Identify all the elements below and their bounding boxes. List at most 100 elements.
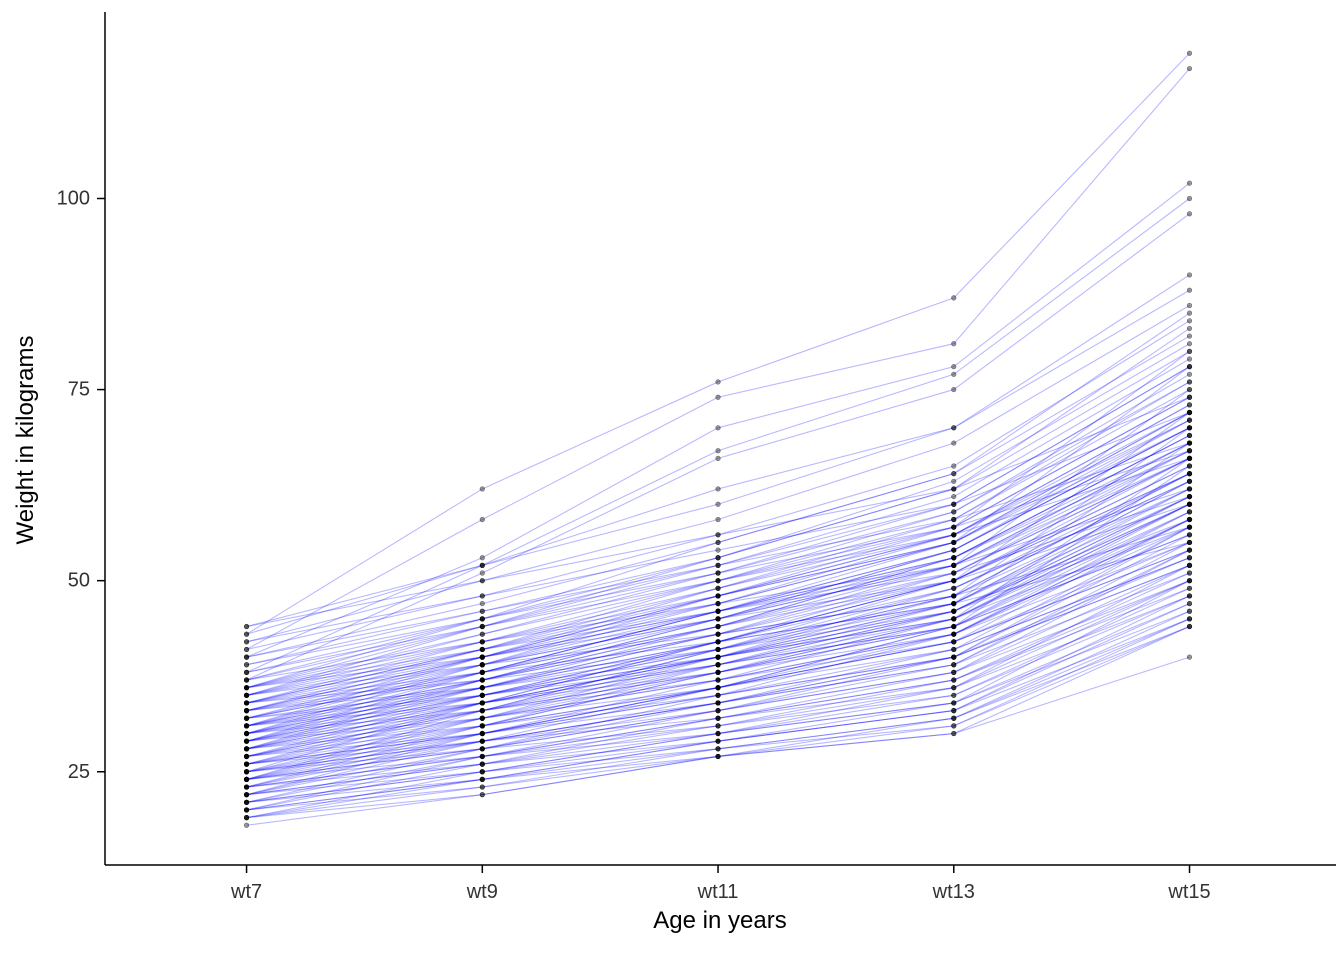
trajectory-line (246, 450, 1190, 696)
data-point (1186, 417, 1193, 423)
data-point (951, 654, 957, 660)
data-point (1186, 524, 1193, 530)
data-point (479, 631, 485, 637)
trajectory-line (246, 572, 1190, 811)
x-tick-label: wt13 (932, 881, 975, 903)
trajectory-line (246, 564, 1190, 796)
trajectory-line (246, 457, 1190, 735)
trajectory-line (246, 396, 1190, 628)
data-point (951, 501, 957, 507)
data-point (1186, 333, 1193, 339)
data-point (479, 516, 485, 523)
trajectory-line (246, 320, 1190, 650)
data-point (715, 616, 721, 622)
data-point (715, 379, 721, 385)
data-point (715, 455, 721, 461)
trajectory-line (246, 427, 1190, 704)
data-point (715, 547, 721, 553)
data-point (715, 631, 721, 637)
data-point (951, 631, 957, 637)
data-point (1186, 409, 1193, 416)
trajectory-line (246, 526, 1190, 765)
x-tick-label: wt11 (697, 881, 739, 903)
trajectory-line (246, 465, 1190, 758)
trajectory-line (246, 52, 1190, 635)
data-point (715, 539, 721, 546)
data-point (243, 662, 250, 668)
trajectory-line (246, 450, 1190, 742)
trajectory-line (246, 511, 1190, 796)
trajectory-line (246, 412, 1190, 735)
trajectory-line (246, 450, 1190, 666)
data-point (243, 700, 250, 706)
data-point (715, 692, 721, 698)
data-point (715, 738, 721, 744)
trajectory-line (246, 564, 1190, 788)
data-point (1186, 547, 1193, 553)
data-point (479, 715, 485, 721)
trajectory-line (246, 442, 1190, 658)
data-point (479, 486, 485, 492)
trajectory-line (246, 473, 1190, 742)
data-point (715, 570, 721, 576)
data-point (1186, 432, 1193, 439)
data-point (1186, 493, 1193, 500)
data-point (1186, 448, 1193, 454)
data-point (715, 669, 721, 675)
data-point (1186, 463, 1193, 469)
data-point (951, 471, 957, 477)
trajectory-line (246, 541, 1190, 780)
trajectory-line (246, 549, 1190, 765)
trajectory-line (246, 519, 1190, 704)
data-point (1186, 425, 1193, 431)
trajectory-line (246, 389, 1190, 719)
data-point (243, 792, 250, 798)
trajectory-line (246, 213, 1190, 681)
x-tick-label: wt7 (230, 881, 262, 903)
trajectory-line (246, 404, 1190, 727)
data-point (479, 623, 485, 630)
data-point (951, 646, 957, 653)
x-tick-label: wt15 (1167, 881, 1210, 903)
data-point (479, 700, 485, 706)
data-point (1186, 516, 1193, 523)
data-point (715, 639, 721, 645)
trajectory-line (246, 610, 1190, 788)
trajectory-line (246, 373, 1190, 704)
trajectory-line (246, 580, 1190, 780)
data-point (479, 746, 485, 752)
data-point (479, 792, 485, 798)
data-point (951, 516, 957, 523)
data-point (951, 562, 957, 568)
data-point (715, 700, 721, 706)
trajectory-line (246, 366, 1190, 696)
data-point (1186, 486, 1193, 492)
trajectory-line (246, 503, 1190, 765)
data-point (951, 723, 957, 729)
data-point (951, 509, 957, 515)
data-point (243, 738, 250, 744)
trajectory-line (246, 480, 1190, 750)
trajectory-line (246, 503, 1190, 758)
data-point (715, 555, 721, 561)
data-point (479, 562, 485, 568)
data-point (243, 646, 250, 653)
data-point (479, 708, 485, 714)
data-point (951, 578, 957, 584)
trajectory-line (246, 603, 1190, 819)
data-point (951, 708, 957, 714)
data-point (243, 807, 250, 813)
data-point (1186, 623, 1193, 630)
data-point (951, 341, 957, 347)
data-point (715, 646, 721, 653)
data-point (951, 685, 957, 691)
data-point (1186, 402, 1193, 408)
trajectory-line (246, 488, 1190, 758)
data-point (951, 524, 957, 530)
data-point (479, 662, 485, 668)
trajectory-line (246, 427, 1190, 742)
data-point (951, 677, 957, 683)
trajectory-line (246, 580, 1190, 803)
data-point (1186, 195, 1193, 202)
